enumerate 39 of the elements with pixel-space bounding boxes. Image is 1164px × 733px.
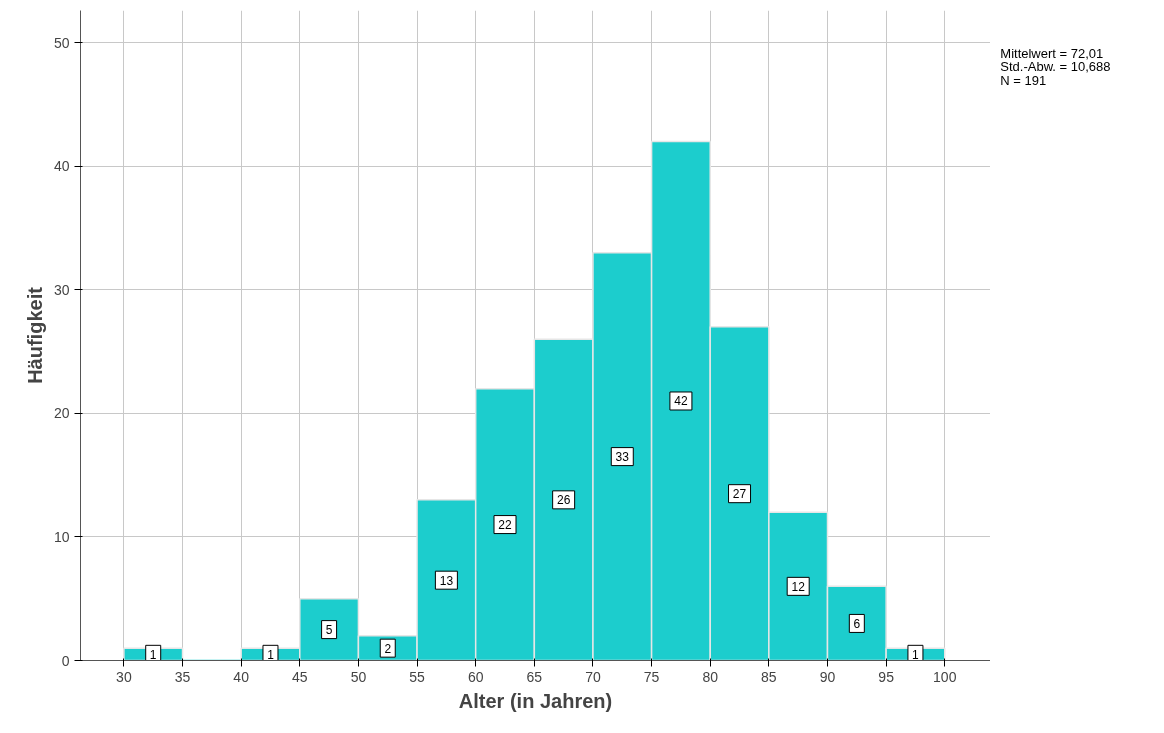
- x-tick-label: 90: [819, 668, 836, 685]
- data-label: 1: [267, 647, 275, 662]
- data-label: 6: [853, 616, 861, 631]
- y-tick-label: 50: [53, 34, 70, 51]
- x-tick-label: 80: [702, 668, 719, 685]
- text: Std.-Abw. = 10,688: [1000, 59, 1111, 75]
- data-label: 1: [149, 647, 157, 662]
- data-label: 13: [439, 573, 454, 588]
- x-tick-label: 30: [116, 668, 132, 685]
- data-label: 42: [674, 394, 688, 409]
- x-tick-label: 35: [174, 668, 191, 685]
- y-tick-label: 10: [53, 528, 70, 545]
- x-tick-label: 70: [585, 668, 601, 685]
- x-tick-label: 55: [409, 668, 426, 685]
- x-tick-label: 65: [526, 668, 543, 685]
- text: Mittelwert = 72,01: [1000, 46, 1104, 62]
- text: N = 191: [1000, 72, 1047, 88]
- x-tick-label: 75: [643, 668, 660, 685]
- data-label: 1: [912, 647, 920, 662]
- data-label: 2: [384, 641, 392, 656]
- x-tick-label: 60: [467, 668, 484, 685]
- x-tick-label: 85: [761, 668, 777, 685]
- data-label: 27: [732, 487, 747, 502]
- x-tick-label: 95: [878, 668, 895, 685]
- data-label: 5: [325, 623, 333, 638]
- data-label: 12: [791, 579, 806, 594]
- y-tick-label: 40: [53, 158, 70, 175]
- data-label: 33: [615, 450, 630, 465]
- y-tick-label: 30: [53, 281, 70, 298]
- y-tick-label: 20: [53, 405, 70, 422]
- x-tick-label: 40: [233, 668, 250, 685]
- x-tick-label: 50: [350, 668, 367, 685]
- x-tick-label: 100: [933, 668, 957, 685]
- y-axis-title: Häufigkeit: [23, 286, 46, 384]
- data-label: 26: [556, 493, 571, 508]
- x-tick-label: 45: [292, 668, 308, 685]
- data-label: 22: [498, 518, 513, 533]
- x-axis-title: Alter (in Jahren): [458, 689, 613, 712]
- y-tick-label: 0: [61, 652, 70, 669]
